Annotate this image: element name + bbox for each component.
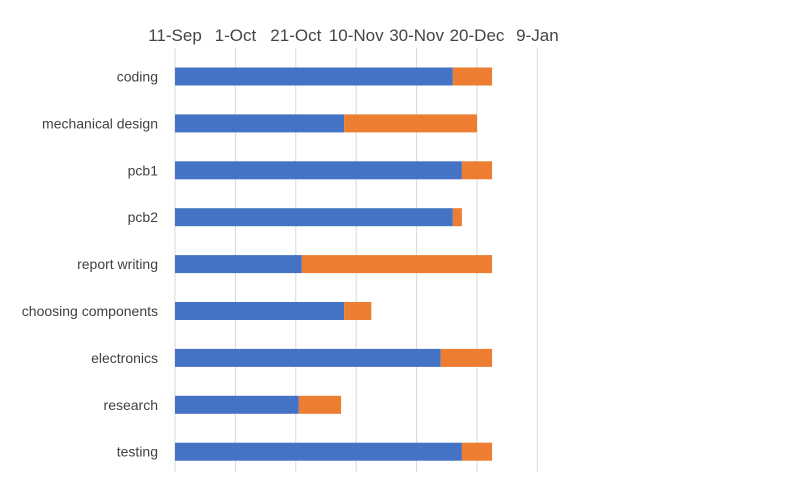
bar-segment-start — [175, 302, 345, 320]
x-tick-label: 30-Nov — [389, 26, 444, 45]
bar-segment-start — [175, 114, 345, 133]
bar-segment-start — [175, 348, 441, 367]
x-tick-label: 11-Sep — [148, 26, 202, 45]
category-label: pcb2 — [128, 209, 159, 225]
x-tick-label: 9-Jan — [516, 26, 559, 45]
bar-segment-duration — [344, 114, 477, 133]
category-label: electronics — [91, 350, 158, 366]
category-labels: coding mechanical design pcb1 pcb2 report wr… — [22, 69, 158, 460]
bar-segment-duration — [344, 302, 372, 320]
bar-segment-start — [175, 255, 302, 274]
category-label: testing — [117, 444, 158, 460]
category-label: mechanical design — [42, 115, 158, 131]
x-tick-label: 1-Oct — [215, 26, 257, 45]
bar-segment-start — [175, 161, 462, 180]
bar-segment-duration — [298, 395, 342, 414]
x-tick-label: 10-Nov — [329, 26, 384, 45]
category-label: pcb1 — [128, 162, 159, 178]
bar-segment-start — [175, 395, 299, 414]
category-label: research — [104, 397, 158, 413]
bar-segment-duration — [452, 67, 493, 86]
x-axis-ticks: 11-Sep 1-Oct 21-Oct 10-Nov 30-Nov 20-Dec 9-Jan — [148, 26, 558, 45]
bar-segment-start — [175, 67, 453, 86]
category-label: choosing components — [22, 303, 158, 319]
bar-segment-duration — [440, 348, 493, 367]
category-label: coding — [117, 69, 158, 85]
bar-segment-start — [175, 208, 453, 227]
bar-segment-duration — [301, 255, 493, 274]
bar-segment-duration — [452, 208, 462, 227]
x-tick-label: 20-Dec — [450, 26, 505, 45]
bars — [175, 67, 493, 461]
bar-segment-duration — [461, 161, 493, 180]
bar-segment-start — [175, 442, 462, 461]
category-label: report writing — [77, 256, 158, 272]
bar-segment-duration — [461, 442, 493, 461]
x-tick-label: 21-Oct — [270, 26, 321, 45]
